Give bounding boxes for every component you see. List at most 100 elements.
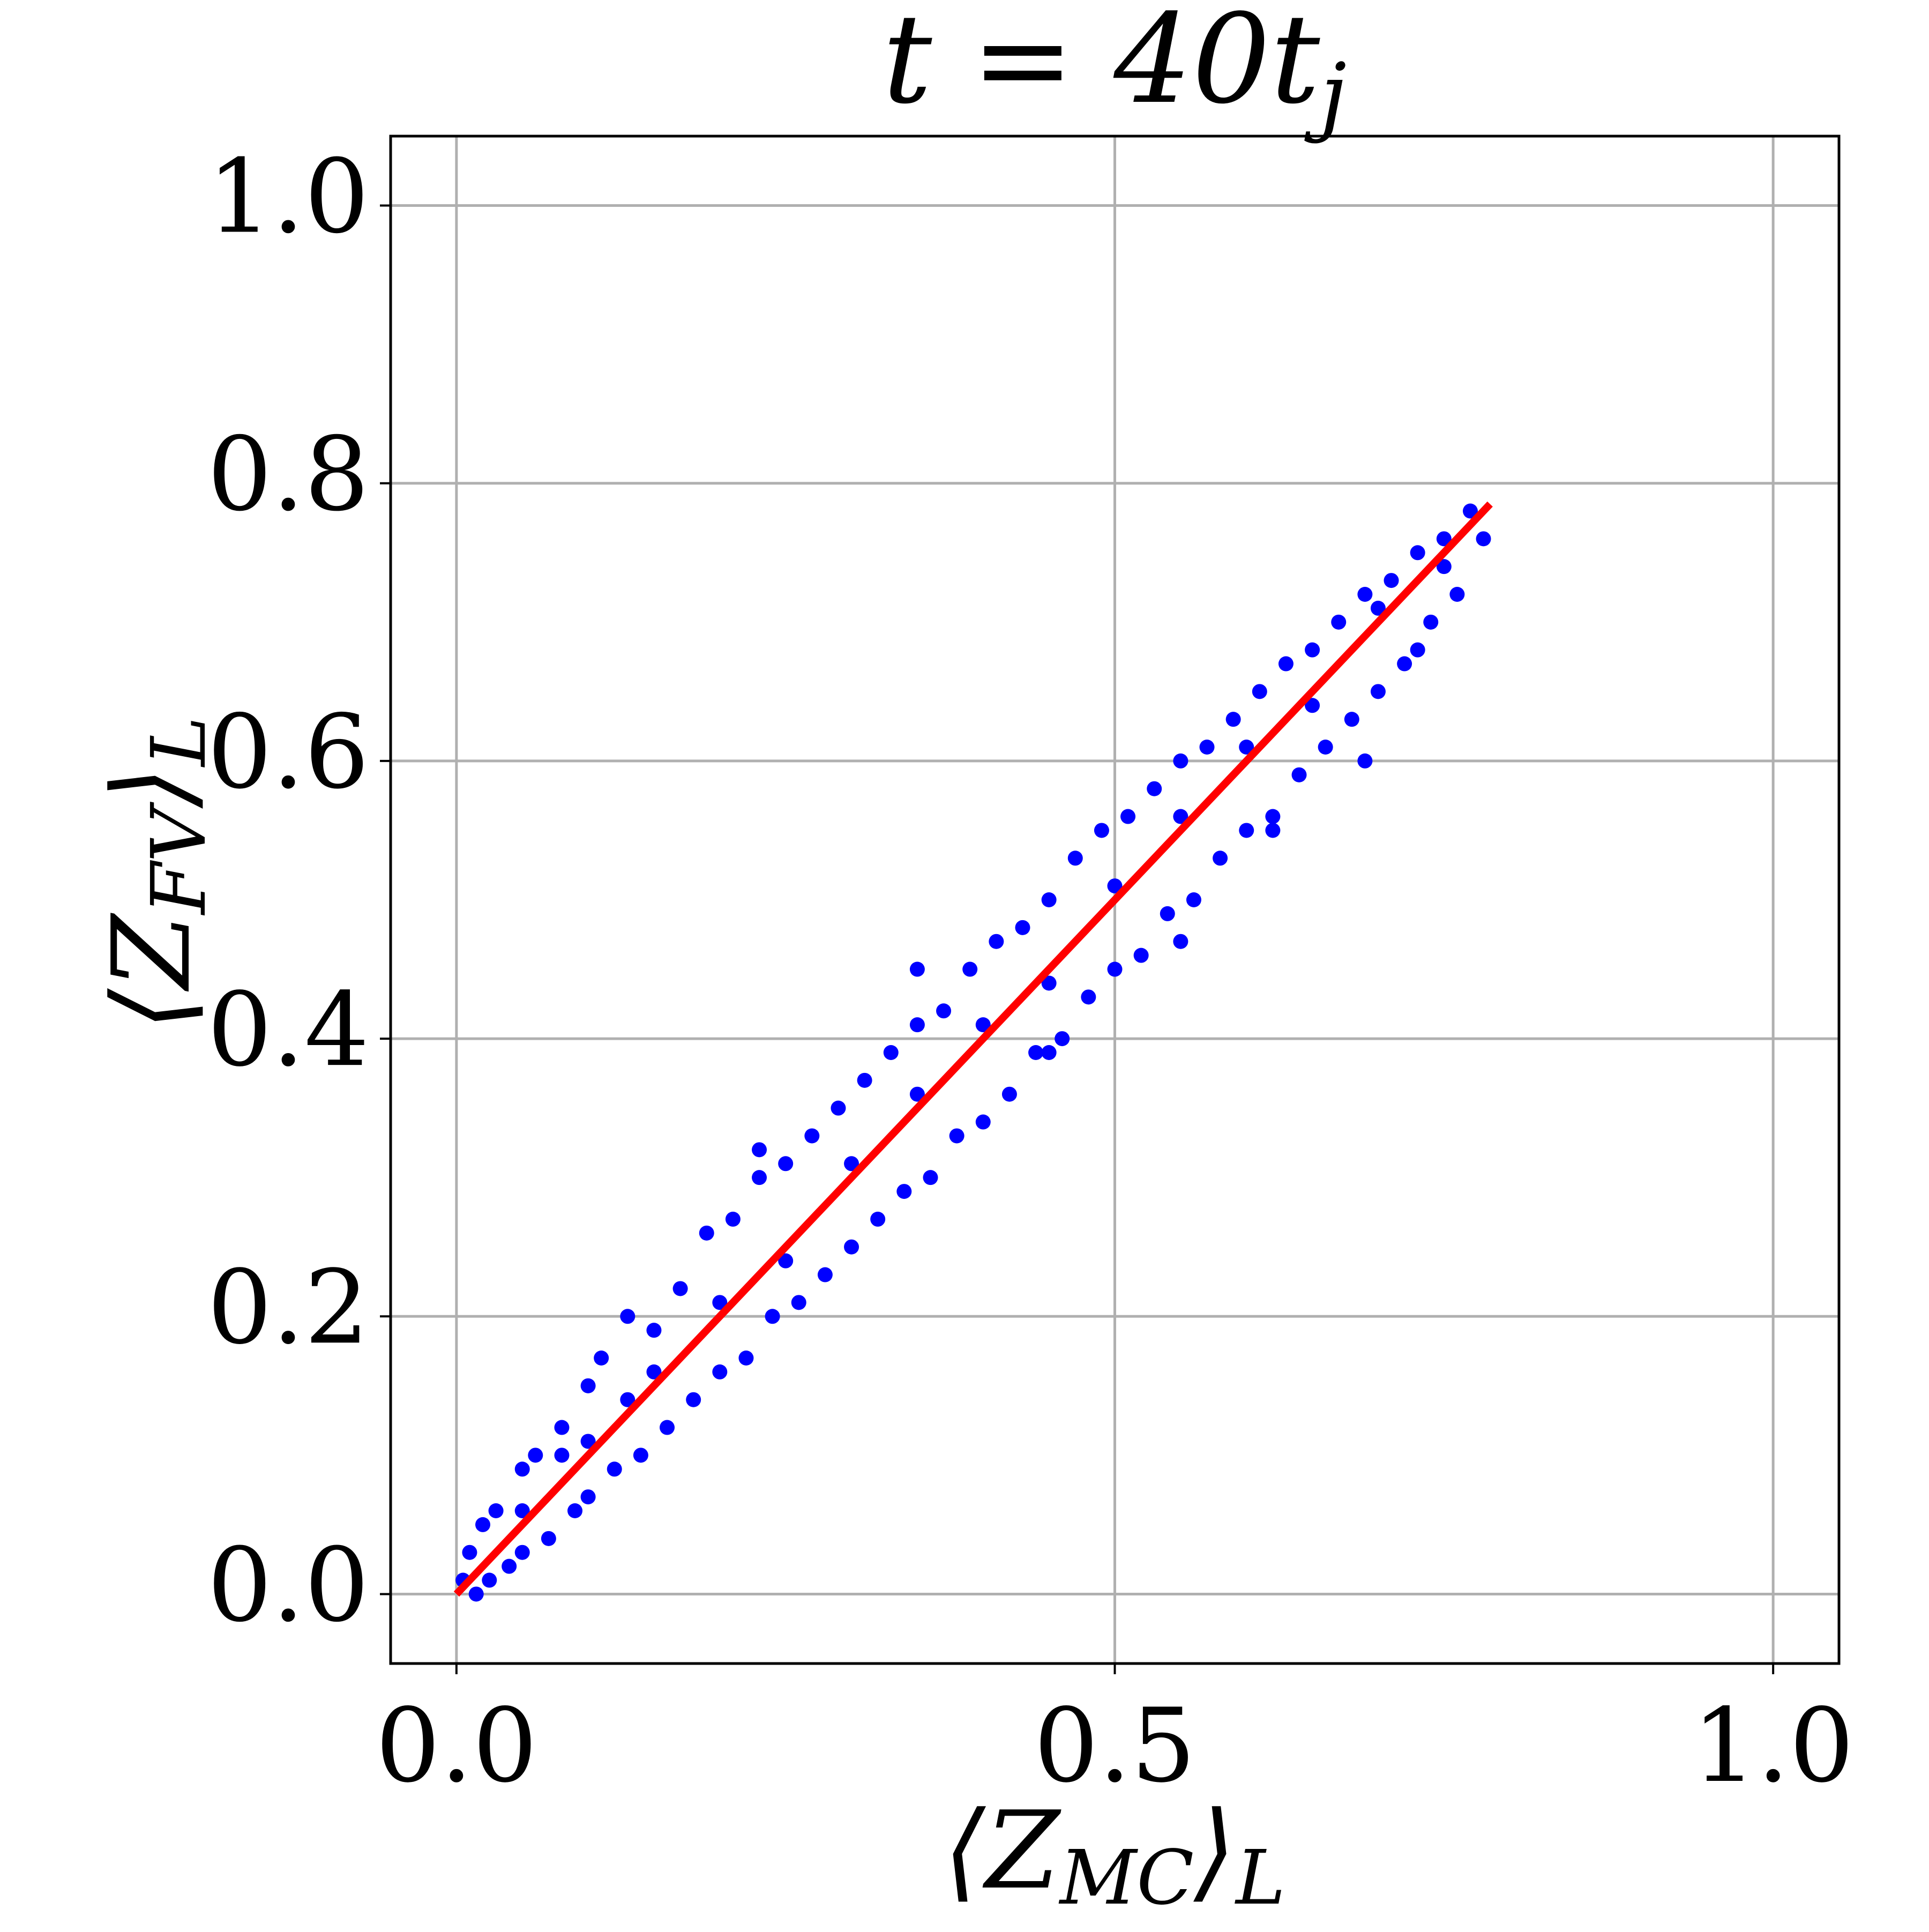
point: [1120, 809, 1136, 824]
point: [752, 1142, 767, 1158]
point: [883, 1045, 899, 1060]
point: [580, 1378, 596, 1393]
point: [1291, 767, 1307, 782]
point: [502, 1558, 517, 1574]
point: [672, 1281, 688, 1296]
point: [482, 1572, 497, 1588]
point: [620, 1392, 635, 1407]
point: [870, 1211, 886, 1227]
y-axis-label: ⟨ZFV⟩L: [89, 717, 223, 1031]
label-part: ⟩: [1193, 1788, 1236, 1913]
point: [660, 1420, 675, 1435]
point: [804, 1128, 820, 1144]
point: [1055, 1031, 1070, 1047]
x-axis-label: ⟨ZMC⟩L: [944, 1788, 1285, 1922]
point: [1436, 559, 1452, 575]
label-part: ⟨Z: [89, 913, 214, 1031]
point: [1133, 948, 1149, 963]
point: [909, 1017, 925, 1033]
line: [453, 501, 1493, 1597]
y-tick-label: 0.0: [207, 1526, 369, 1644]
x-tick-label: 0.5: [1034, 1687, 1195, 1805]
point: [844, 1156, 859, 1172]
point: [1265, 809, 1281, 824]
point: [1331, 614, 1347, 630]
point: [765, 1309, 780, 1324]
point: [1410, 545, 1425, 561]
point: [514, 1545, 530, 1560]
point: [844, 1239, 859, 1255]
point: [778, 1253, 794, 1269]
point: [1028, 1045, 1044, 1060]
point: [1160, 906, 1175, 921]
point: [909, 961, 925, 977]
point: [1370, 684, 1386, 699]
point: [817, 1267, 833, 1282]
label-sub: L: [1234, 1834, 1285, 1922]
point: [1239, 823, 1254, 838]
y-tick-label: 0.2: [207, 1248, 369, 1367]
point: [909, 1086, 925, 1102]
point: [1015, 920, 1030, 935]
y-tick-label: 0.4: [207, 971, 369, 1089]
point: [1344, 712, 1359, 727]
point: [1094, 823, 1109, 838]
point: [923, 1170, 938, 1185]
point: [1001, 1086, 1017, 1102]
point: [514, 1461, 530, 1477]
point: [962, 961, 978, 977]
point: [857, 1072, 872, 1088]
point: [488, 1503, 504, 1518]
point: [580, 1434, 596, 1449]
point: [633, 1448, 648, 1463]
point: [620, 1309, 635, 1324]
point: [1107, 961, 1123, 977]
point: [567, 1503, 583, 1518]
point: [1462, 503, 1478, 519]
point: [1305, 698, 1320, 713]
point: [554, 1420, 570, 1435]
point: [607, 1461, 622, 1477]
point: [1278, 656, 1294, 672]
point: [712, 1295, 728, 1310]
point: [896, 1184, 912, 1199]
point: [1318, 740, 1333, 755]
point: [831, 1100, 846, 1116]
point: [1476, 531, 1491, 547]
point: [1370, 600, 1386, 616]
x-tick-label: 1.0: [1692, 1687, 1854, 1805]
point: [1436, 531, 1452, 547]
point: [1449, 587, 1465, 602]
point: [594, 1351, 609, 1366]
point: [1410, 642, 1425, 658]
point: [468, 1586, 484, 1602]
point: [1252, 684, 1267, 699]
point: [514, 1503, 530, 1518]
point: [475, 1517, 491, 1532]
label-part: ⟩: [89, 766, 214, 809]
label-sub: FV: [136, 801, 223, 916]
point: [1147, 781, 1162, 796]
point: [752, 1170, 767, 1185]
point: [699, 1225, 714, 1241]
point: [989, 934, 1004, 949]
label-sub: L: [136, 717, 223, 768]
point: [1041, 975, 1057, 991]
point: [1041, 892, 1057, 907]
chart-title: t = 40tj: [883, 0, 1347, 145]
point: [1173, 934, 1188, 949]
point: [738, 1351, 754, 1366]
y-tick-label: 1.0: [207, 138, 369, 256]
point: [1357, 753, 1373, 769]
point: [1081, 989, 1096, 1005]
point: [1186, 892, 1201, 907]
point: [1199, 740, 1215, 755]
label-part: ⟨Z: [944, 1788, 1061, 1913]
point: [554, 1448, 570, 1463]
point: [1107, 878, 1123, 894]
point: [1213, 851, 1228, 866]
point: [580, 1489, 596, 1505]
point: [1423, 614, 1439, 630]
point: [1173, 809, 1188, 824]
